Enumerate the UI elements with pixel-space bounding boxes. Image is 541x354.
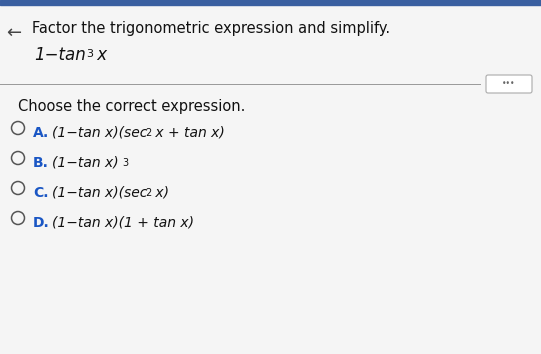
Text: (1−tan x): (1−tan x) (52, 156, 118, 170)
Text: B.: B. (33, 156, 49, 170)
Text: 3: 3 (122, 158, 128, 168)
Text: (1−tan x)(sec: (1−tan x)(sec (52, 126, 147, 140)
Text: •••: ••• (502, 80, 516, 88)
Text: ←: ← (6, 24, 21, 42)
Text: (1−tan x)(1 + tan x): (1−tan x)(1 + tan x) (52, 216, 194, 230)
Bar (0, 0, 541, 5)
Text: C.: C. (33, 186, 49, 200)
Text: x: x (92, 46, 107, 64)
Text: 1−tan: 1−tan (34, 46, 86, 64)
FancyBboxPatch shape (486, 75, 532, 93)
Text: 2: 2 (145, 128, 151, 138)
Text: (1−tan x)(sec: (1−tan x)(sec (52, 186, 147, 200)
Text: x): x) (151, 186, 169, 200)
Text: x + tan x): x + tan x) (151, 126, 225, 140)
Text: 2: 2 (145, 188, 151, 198)
Text: 3: 3 (86, 49, 93, 59)
Text: A.: A. (33, 126, 49, 140)
Text: Factor the trigonometric expression and simplify.: Factor the trigonometric expression and … (32, 21, 390, 36)
Text: D.: D. (33, 216, 50, 230)
Text: Choose the correct expression.: Choose the correct expression. (18, 99, 246, 114)
